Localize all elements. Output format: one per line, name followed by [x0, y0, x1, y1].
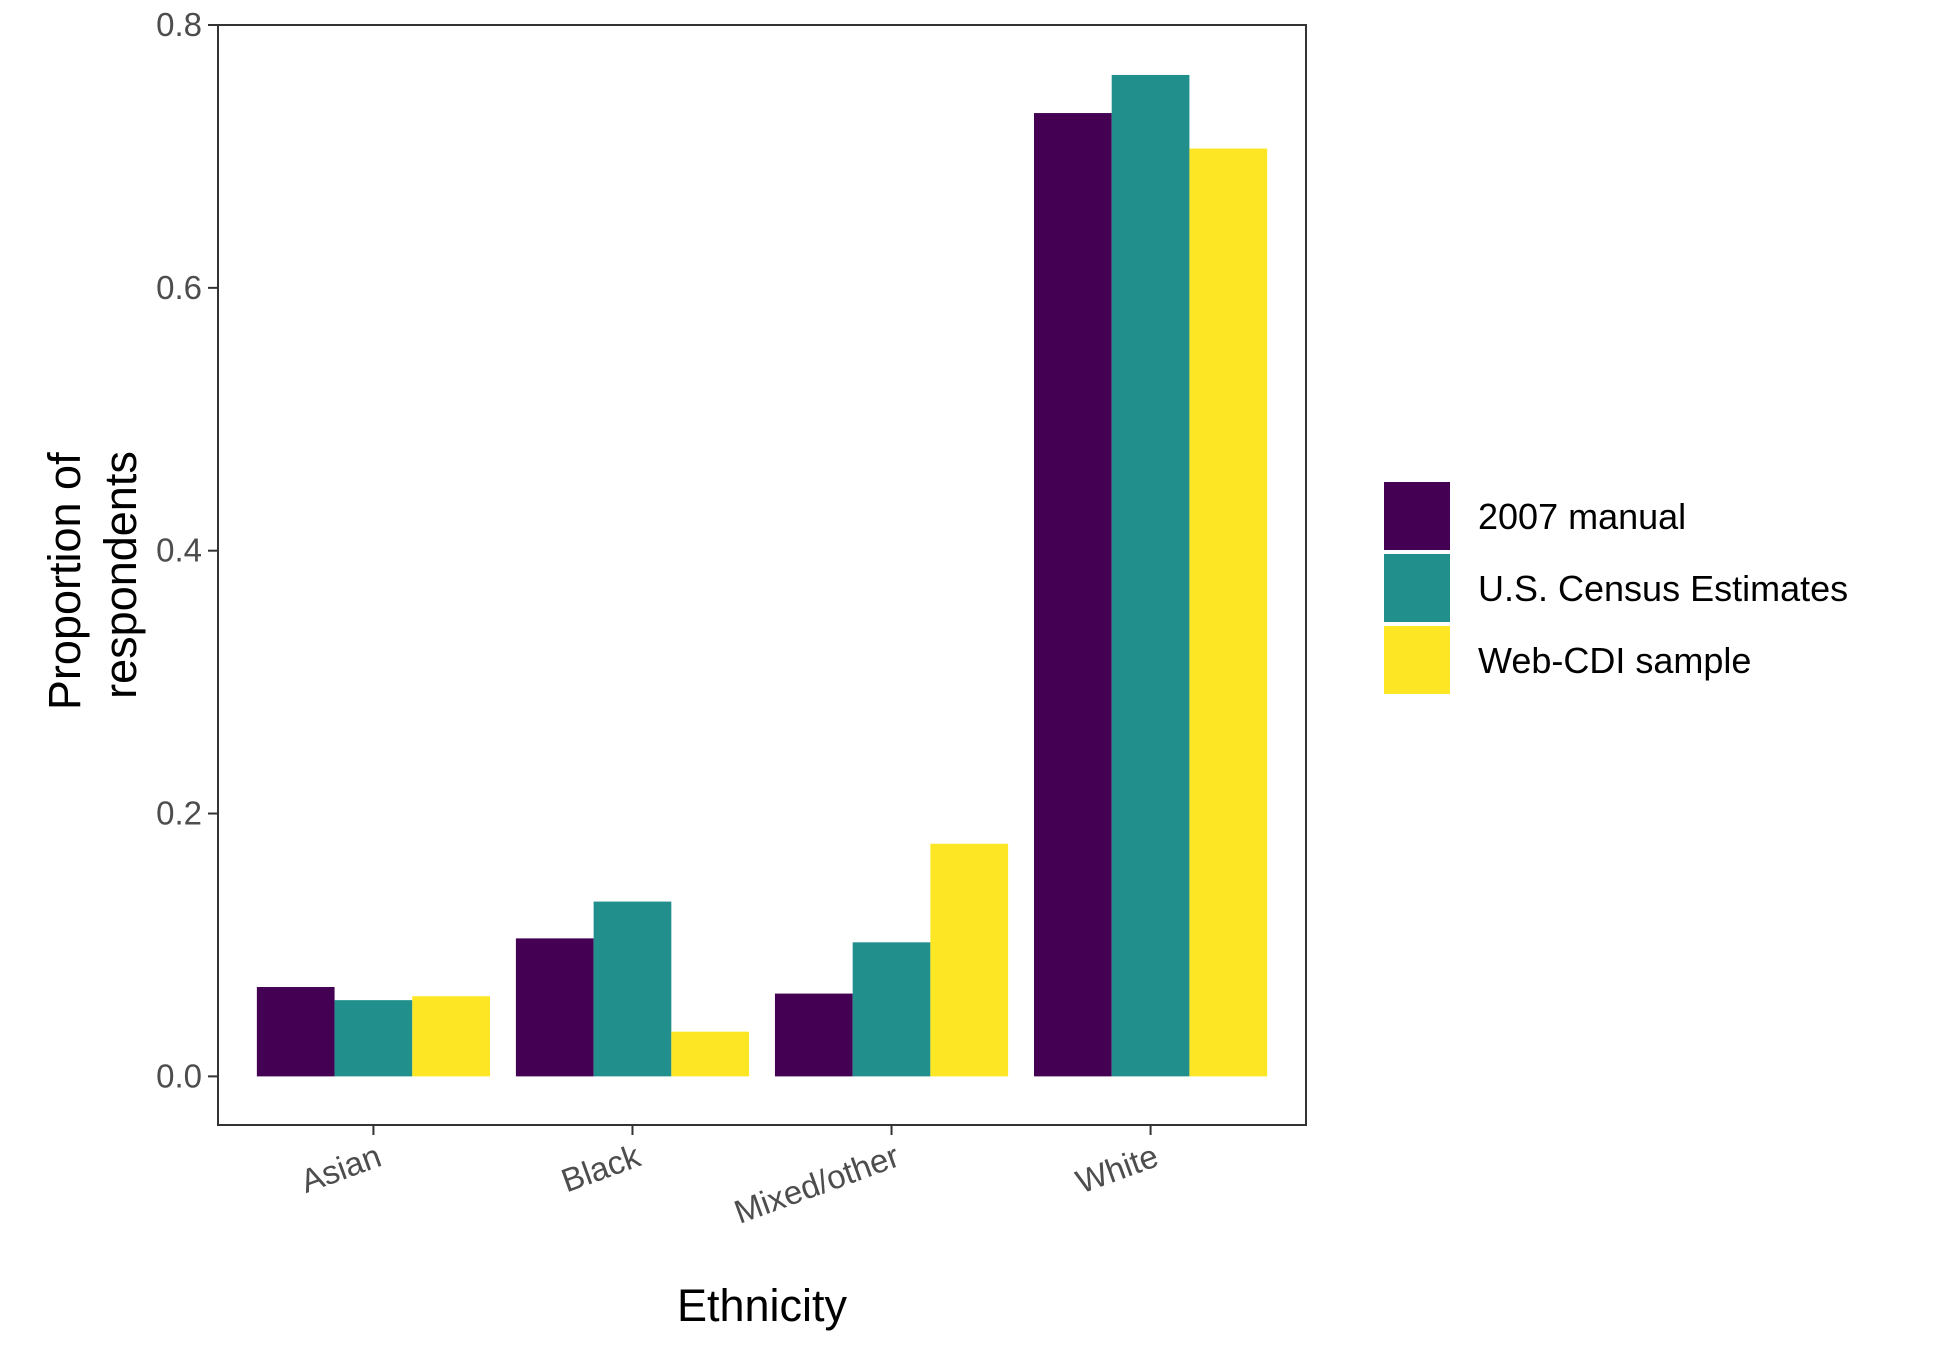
- x-tick-label: Asian: [296, 1137, 386, 1200]
- legend-key-2: [1384, 554, 1450, 622]
- panel-border: [217, 24, 1307, 1126]
- bar-black-series-1: [515, 938, 594, 1077]
- x-axis: Asian Black Mixed/other White: [296, 1125, 1163, 1231]
- y-axis-title: Proportion of respondents: [39, 440, 146, 710]
- bar-black-series-3: [671, 1031, 750, 1077]
- bar-mixed-other-series-2: [852, 942, 931, 1077]
- y-tick-label: 0.4: [156, 532, 202, 569]
- bar-mixed-other-series-1: [774, 993, 853, 1077]
- bar-white-series-2: [1111, 74, 1190, 1077]
- y-axis: 0.0 0.2 0.4 0.6 0.8: [156, 6, 218, 1094]
- bars: [256, 74, 1268, 1077]
- x-tick-label: Mixed/other: [729, 1137, 904, 1231]
- x-tick-label: White: [1071, 1137, 1163, 1201]
- legend-label-2: U.S. Census Estimates: [1478, 568, 1848, 609]
- legend-label-1: 2007 manual: [1478, 496, 1686, 537]
- bar-asian-series-2: [334, 1000, 413, 1077]
- y-axis-title-line-1: Proportion of: [39, 452, 90, 710]
- y-tick-label: 0.0: [156, 1057, 202, 1094]
- x-axis-title: Ethnicity: [677, 1280, 848, 1331]
- legend-label-3: Web-CDI sample: [1478, 640, 1751, 681]
- bar-asian-series-3: [412, 996, 490, 1077]
- bar-white-series-3: [1189, 148, 1268, 1077]
- bar-black-series-2: [593, 901, 672, 1077]
- bar-mixed-other-series-3: [930, 843, 1009, 1077]
- y-axis-title-line-2: respondents: [95, 451, 146, 699]
- legend: 2007 manual U.S. Census Estimates Web-CDI …: [1384, 482, 1848, 694]
- legend-key-3: [1384, 626, 1450, 694]
- y-tick-label: 0.6: [156, 269, 202, 306]
- x-tick-label: Black: [556, 1137, 645, 1200]
- y-tick-label: 0.2: [156, 795, 202, 832]
- legend-key-1: [1384, 482, 1450, 550]
- y-tick-label: 0.8: [156, 6, 202, 43]
- bar-asian-series-1: [256, 987, 335, 1077]
- bar-white-series-1: [1034, 113, 1112, 1077]
